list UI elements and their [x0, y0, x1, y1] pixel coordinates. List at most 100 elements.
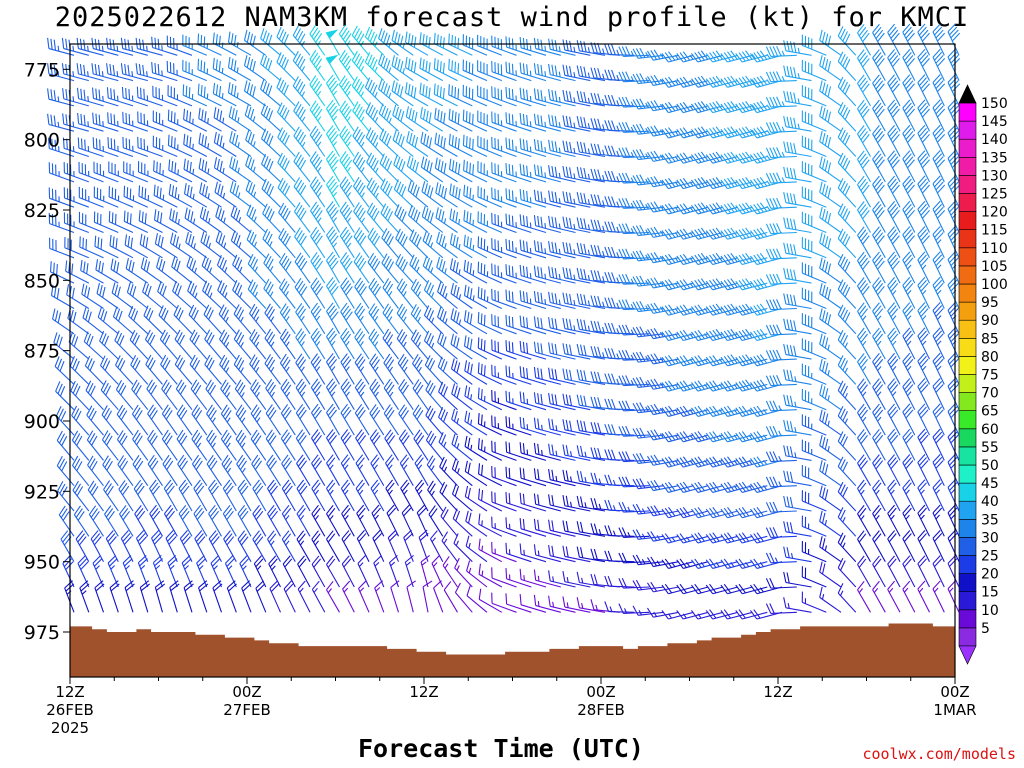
- wind-barb: [426, 455, 444, 487]
- barb-staff: [131, 388, 149, 411]
- barb-staff: [310, 210, 326, 233]
- barb-full: [106, 37, 109, 49]
- barb-staff: [608, 560, 635, 563]
- barb-staff: [309, 33, 326, 56]
- wind-barb: [92, 137, 119, 158]
- wind-barb: [293, 126, 311, 157]
- barb-staff: [326, 336, 340, 360]
- barb-full: [519, 568, 522, 580]
- barb-staff: [464, 446, 488, 461]
- wind-barb: [106, 87, 134, 107]
- barb-staff: [296, 538, 311, 562]
- barb-full: [65, 89, 68, 100]
- barb-half: [87, 96, 89, 102]
- barb-full: [87, 311, 92, 323]
- wind-barb: [204, 329, 222, 360]
- barb-staff: [339, 235, 355, 259]
- wind-barb: [491, 314, 517, 335]
- wind-barb: [380, 203, 399, 233]
- barb-full: [76, 461, 83, 472]
- barb-half: [373, 489, 379, 495]
- barb-full: [50, 63, 53, 75]
- barb-full: [102, 357, 108, 369]
- wind-barb: [215, 230, 237, 259]
- barb-staff: [311, 488, 326, 512]
- wind-barb: [491, 238, 517, 259]
- barb-staff: [478, 523, 503, 537]
- barb-full: [420, 554, 430, 563]
- barb-half: [140, 565, 146, 570]
- barb-full: [99, 330, 105, 342]
- barb-full: [85, 239, 88, 250]
- wind-barb: [99, 330, 119, 360]
- barb-full: [107, 555, 117, 564]
- barb-full: [454, 582, 461, 593]
- wind-barb: [438, 381, 458, 411]
- barb-full: [92, 533, 101, 543]
- barb-half: [72, 121, 75, 127]
- wind-barb: [423, 305, 444, 335]
- barb-full: [110, 88, 113, 100]
- barb-full: [93, 558, 103, 567]
- barb-staff: [72, 465, 90, 487]
- barb-staff: [56, 440, 75, 461]
- barb-half: [72, 96, 75, 102]
- wind-barb: [85, 380, 104, 411]
- barb-full: [80, 583, 90, 592]
- barb-full: [66, 138, 68, 150]
- barb-staff: [117, 439, 134, 461]
- barb-full: [84, 355, 91, 367]
- barb-staff: [87, 489, 104, 512]
- barb-staff: [128, 315, 149, 335]
- barb-staff: [535, 503, 561, 512]
- barb-full: [79, 580, 89, 589]
- wind-barb: [84, 355, 104, 385]
- wind-barb: [439, 456, 458, 487]
- barb-full: [83, 114, 86, 126]
- barb-full: [491, 542, 493, 553]
- barb-staff: [608, 610, 635, 613]
- wind-barb: [183, 580, 194, 613]
- barb-half: [616, 378, 620, 385]
- barb-full: [431, 555, 440, 564]
- barb-full: [90, 530, 99, 540]
- barb-full: [58, 433, 66, 444]
- barb-staff: [252, 513, 267, 537]
- barb-full: [101, 405, 108, 416]
- barb-staff: [146, 388, 163, 411]
- barb-half: [73, 196, 75, 202]
- barb-staff: [102, 464, 119, 487]
- barb-half: [616, 49, 620, 56]
- barb-staff: [93, 97, 119, 107]
- barb-staff: [183, 587, 193, 613]
- barb-staff: [158, 314, 178, 335]
- barb-staff: [99, 340, 119, 360]
- barb-staff: [60, 538, 75, 562]
- wind-barb: [52, 308, 75, 335]
- barb-staff: [412, 388, 429, 411]
- wind-barb: [339, 252, 355, 284]
- barb-staff: [64, 587, 75, 613]
- barb-staff: [535, 605, 561, 613]
- barb-staff: [204, 338, 222, 360]
- barb-full: [78, 186, 80, 198]
- barb-half: [87, 45, 89, 52]
- barb-staff: [280, 412, 296, 436]
- wind-barb: [94, 235, 119, 259]
- barb-staff: [260, 38, 281, 56]
- wind-barb: [358, 580, 370, 613]
- barb-staff: [250, 388, 267, 411]
- barb-staff: [208, 488, 222, 512]
- barb-staff: [326, 513, 340, 537]
- barb-full: [98, 89, 101, 101]
- barb-staff: [608, 129, 635, 132]
- barb-full: [71, 287, 75, 299]
- barb-staff: [88, 514, 104, 537]
- barb-full: [82, 237, 84, 249]
- barb-staff: [340, 462, 355, 486]
- barb-full: [533, 544, 537, 556]
- barb-half: [256, 565, 262, 571]
- barb-staff: [63, 123, 89, 132]
- barb-staff: [564, 150, 591, 158]
- barb-half: [598, 503, 602, 510]
